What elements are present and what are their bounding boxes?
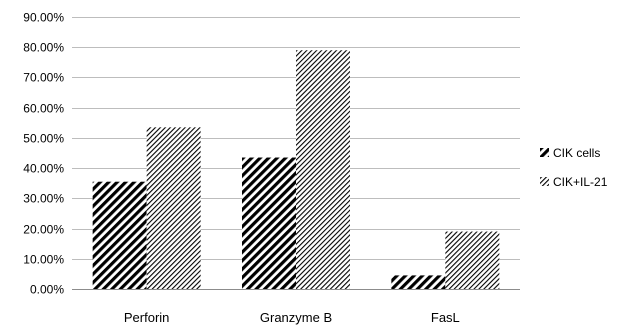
bar-cik-il-21-perforin xyxy=(146,127,201,289)
bars xyxy=(92,50,500,289)
y-tick-label: 20.00% xyxy=(23,223,64,237)
y-tick-label: 70.00% xyxy=(23,71,64,85)
legend-label: CIK+IL-21 xyxy=(553,175,608,189)
bar-cik-cells-granzyme-b xyxy=(242,157,296,289)
x-axis-tick-labels: Perforin Granzyme B FasL xyxy=(124,310,460,325)
y-axis-tick-labels: 0.00% 10.00% 20.00% 30.00% 40.00% 50.00% 60.00… xyxy=(23,11,64,297)
y-tick-label: 90.00% xyxy=(23,11,64,25)
y-tick-label: 40.00% xyxy=(23,162,64,176)
legend-label: CIK cells xyxy=(553,146,600,160)
bar-cik-cells-fasl xyxy=(391,275,446,289)
y-tick-label: 30.00% xyxy=(23,192,64,206)
y-tick-label: 50.00% xyxy=(23,132,64,146)
bar-cik-cells-perforin xyxy=(92,181,147,289)
y-tick-label: 80.00% xyxy=(23,41,64,55)
bar-cik-il-21-fasl xyxy=(445,231,500,289)
legend-swatch xyxy=(540,177,549,186)
bar-cik-il-21-granzyme-b xyxy=(296,50,350,289)
legend-swatch xyxy=(540,148,549,157)
legend: CIK cells CIK+IL-21 xyxy=(540,146,608,189)
y-tick-label: 10.00% xyxy=(23,253,64,267)
y-tick-label: 60.00% xyxy=(23,102,64,116)
y-tick-label: 0.00% xyxy=(30,283,64,297)
x-tick-label: Perforin xyxy=(124,310,170,325)
x-tick-label: Granzyme B xyxy=(260,310,332,325)
x-tick-label: FasL xyxy=(431,310,460,325)
